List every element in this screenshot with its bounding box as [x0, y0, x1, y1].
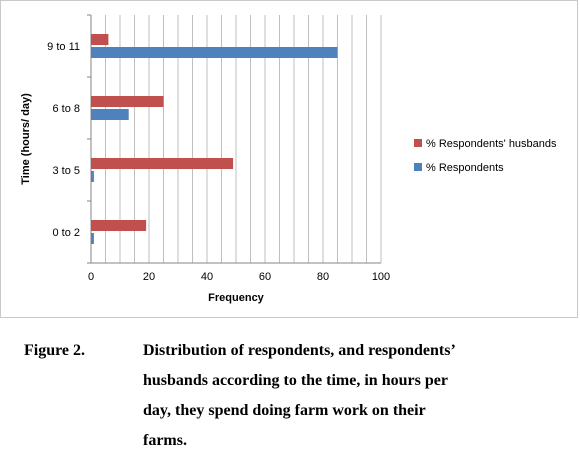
bar-respondents: [91, 233, 94, 244]
x-tick-label: 20: [143, 271, 155, 283]
legend-swatch: [414, 163, 422, 171]
bar-husbands: [91, 220, 147, 231]
x-tick-label: 60: [259, 271, 271, 283]
bar-husbands: [91, 34, 109, 45]
y-tick-label: 0 to 2: [52, 227, 80, 239]
figure-caption: Figure 2. Distribution of respondents, a…: [0, 330, 580, 455]
y-tick-label: 9 to 11: [47, 41, 80, 53]
caption-line-2: husbands according to the time, in hours…: [143, 372, 448, 389]
caption-label: Figure 2.: [24, 342, 86, 359]
caption-line-1: Distribution of respondents, and respond…: [143, 342, 456, 359]
y-axis-title: Time (hours/ day): [20, 93, 32, 185]
caption-line-4: farms.: [143, 432, 187, 449]
y-tick-label: 3 to 5: [52, 165, 80, 177]
legend-swatch: [414, 139, 422, 147]
chart-frame: 0 20 40 60 80 100 0 to 2 3 to 5 6 to 8 9 to 11 Fre…: [0, 0, 578, 318]
bar-husbands: [91, 158, 234, 169]
bar-respondents: [91, 171, 94, 182]
legend-label: % Respondents' husbands: [426, 138, 557, 150]
y-tick-label: 6 to 8: [52, 103, 80, 115]
caption-line-3: day, they spend doing farm work on their: [143, 402, 426, 419]
legend-label: % Respondents: [426, 162, 504, 174]
x-tick-label: 80: [317, 271, 329, 283]
bar-respondents: [91, 47, 338, 58]
x-tick-label: 0: [88, 271, 94, 283]
bar-respondents: [91, 109, 129, 120]
x-tick-label: 100: [372, 271, 390, 283]
x-axis-title: Frequency: [208, 292, 265, 304]
bar-husbands: [91, 96, 164, 107]
bar-chart: 0 20 40 60 80 100 0 to 2 3 to 5 6 to 8 9 to 11 Fre…: [20, 14, 557, 304]
x-tick-label: 40: [201, 271, 213, 283]
